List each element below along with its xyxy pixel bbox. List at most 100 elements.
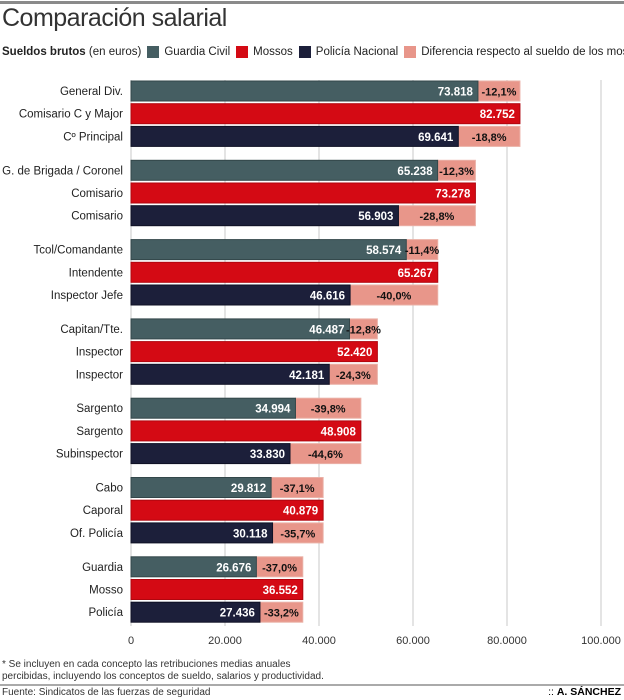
value-label: 29.812 <box>231 483 266 495</box>
value-label: 34.994 <box>255 404 291 416</box>
diff-label: -12,8% <box>346 324 381 336</box>
category-label: Guardia <box>82 562 124 574</box>
footnote-line: * Se incluyen en cada concepto las retri… <box>2 659 291 670</box>
legend-heading: Sueldos brutos <box>2 46 86 58</box>
bar-mossos <box>130 103 521 125</box>
legend-swatch-mossos <box>236 46 249 58</box>
category-label: Sargento <box>76 426 123 438</box>
top-rule <box>0 1 624 4</box>
value-label: 33.830 <box>250 449 285 461</box>
category-label: Subinspector <box>56 449 123 461</box>
legend-label: Diferencia respecto al sueldo de los mos… <box>421 46 624 58</box>
legend-label: Policía Nacional <box>315 46 399 58</box>
x-tick-label: 0 <box>128 635 134 647</box>
diff-label: -11,4% <box>405 245 439 257</box>
bar-guardia-civil <box>130 397 296 419</box>
diff-label: -39,8% <box>311 404 346 416</box>
x-tick-label: 60.000 <box>396 635 430 647</box>
category-label: Intendente <box>69 267 123 279</box>
value-label: 42.181 <box>289 370 325 382</box>
value-label: 48.908 <box>321 426 357 438</box>
value-label: 73.818 <box>438 87 474 99</box>
bar-polic-a-nacional <box>130 125 459 147</box>
value-label: 27.436 <box>220 608 255 620</box>
bar-mossos <box>130 579 304 600</box>
bar-guardia-civil <box>130 556 257 578</box>
value-label: 65.267 <box>398 268 433 280</box>
legend-swatch-diferencia <box>404 46 417 58</box>
diff-label: -35,7% <box>280 528 315 540</box>
bar-guardia-civil <box>130 159 439 181</box>
bar-mossos <box>130 341 378 363</box>
diff-label: -18,8% <box>472 132 507 144</box>
value-label: 52.420 <box>337 347 372 359</box>
bar-guardia-civil <box>130 318 350 340</box>
x-tick-label: 20.000 <box>208 635 242 647</box>
footer-rule <box>0 684 624 686</box>
category-label: Sargento <box>76 403 123 415</box>
category-label: Inspector <box>76 347 123 359</box>
value-label: 58.574 <box>366 245 402 257</box>
value-label: 46.616 <box>310 291 345 303</box>
legend-label: Mossos <box>253 46 293 58</box>
bar-guardia-civil <box>130 239 407 261</box>
category-label: Inspector Jefe <box>51 290 123 302</box>
author-credit: :: A. SÁNCHEZ <box>548 686 621 698</box>
category-label: Cº Principal <box>63 131 123 143</box>
bar-polic-a-nacional <box>130 284 351 306</box>
category-label: Comisario C y Major <box>19 109 123 121</box>
diff-label: -37,1% <box>280 483 315 495</box>
bar-polic-a-nacional <box>130 443 291 465</box>
x-tick-label: 80.0000 <box>487 635 527 647</box>
bar-guardia-civil <box>130 80 479 102</box>
category-label: Tcol/Comandante <box>34 245 124 257</box>
bar-polic-a-nacional <box>130 205 399 227</box>
diff-label: -24,3% <box>336 370 371 382</box>
author-name: A. SÁNCHEZ <box>556 686 621 698</box>
footnote-line: percibidas, incluyendo los conceptos de … <box>2 671 324 682</box>
footnote: * Se incluyen en cada concepto las retri… <box>2 659 324 683</box>
category-label: Comisario <box>71 188 123 200</box>
value-label: 82.752 <box>480 109 515 121</box>
legend: Sueldos brutos (en euros) Guardia Civil … <box>2 46 624 58</box>
value-label: 36.552 <box>263 585 298 597</box>
category-label: General Div. <box>60 86 123 98</box>
category-label: Policía <box>88 607 123 619</box>
value-label: 69.641 <box>418 132 454 144</box>
value-label: 30.118 <box>233 528 268 540</box>
source-text: Fuente: Sindicatos de las fuerzas de seg… <box>2 687 211 698</box>
bar-mossos <box>130 182 476 204</box>
bar-polic-a-nacional <box>130 363 330 385</box>
category-label: Of. Policía <box>70 528 124 540</box>
category-label: Cabo <box>96 483 124 495</box>
category-label: Comisario <box>71 211 123 223</box>
value-label: 46.487 <box>309 324 344 336</box>
diff-label: -12,3% <box>439 166 474 178</box>
legend-label: Guardia Civil <box>164 46 231 58</box>
value-label: 40.879 <box>283 506 318 518</box>
diff-label: -33,2% <box>264 608 299 620</box>
category-label: G. de Brigada / Coronel <box>2 165 123 177</box>
bar-guardia-civil <box>130 477 272 498</box>
x-tick-label: 40.000 <box>302 635 336 647</box>
x-tick-label: 100.000 <box>581 635 621 647</box>
legend-swatch-guardia-civil <box>147 46 160 58</box>
bar-mossos <box>130 499 324 521</box>
legend-heading-unit: (en euros) <box>88 46 142 58</box>
legend-swatch-policia-nacional <box>298 46 311 58</box>
category-label: Capitan/Tte. <box>60 324 123 336</box>
diff-label: -40,0% <box>376 291 411 303</box>
category-label: Caporal <box>83 505 123 517</box>
category-label: Inspector <box>76 369 123 381</box>
bar-mossos <box>130 420 362 442</box>
value-label: 26.676 <box>216 562 251 574</box>
diff-label: -44,6% <box>308 449 343 461</box>
diff-label: -37,0% <box>262 562 297 574</box>
value-label: 56.903 <box>358 211 393 223</box>
chart-title: Comparación salarial <box>2 4 227 32</box>
bar-polic-a-nacional <box>130 601 261 623</box>
diff-label: -12,1% <box>482 87 517 99</box>
bar-polic-a-nacional <box>130 522 274 544</box>
